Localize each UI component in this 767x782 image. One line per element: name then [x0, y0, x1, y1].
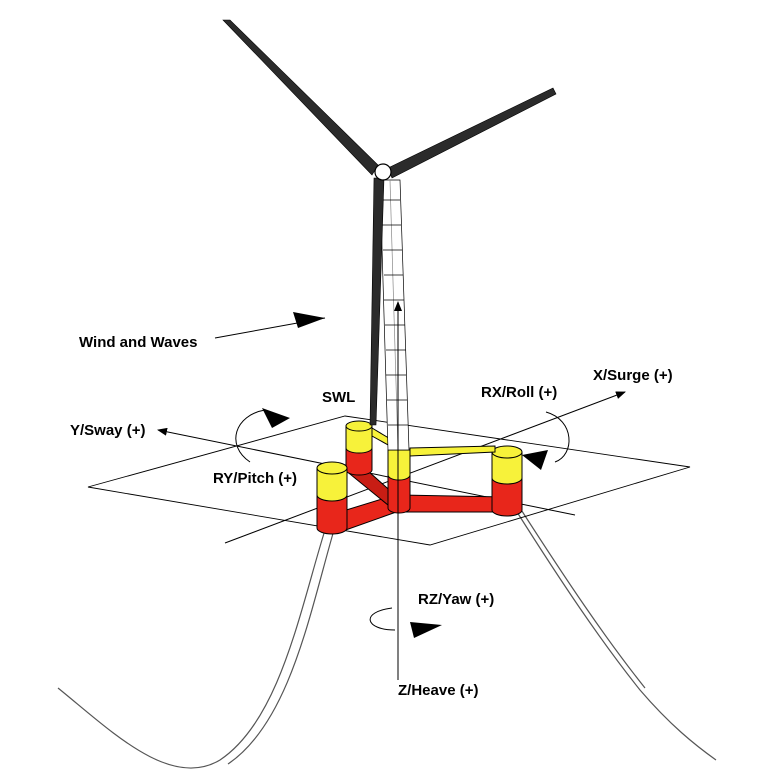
ry-pitch-arc	[235, 409, 266, 463]
ry-pitch-arrowhead	[262, 408, 290, 428]
rz-yaw-arc	[369, 607, 396, 631]
rz-yaw-arrowhead	[410, 622, 442, 638]
column-center-lower	[387, 474, 411, 514]
label-ry-pitch: RY/Pitch (+)	[213, 470, 297, 487]
rotor	[222, 19, 557, 426]
column-right-upper	[491, 451, 523, 485]
label-swl: SWL	[322, 389, 355, 406]
tower	[379, 179, 410, 451]
tower-shell	[379, 179, 410, 451]
column-back-upper	[345, 425, 373, 454]
column-left-upper	[316, 467, 348, 502]
label-wind-waves: Wind and Waves	[79, 334, 198, 351]
label-rz-yaw: RZ/Yaw (+)	[418, 591, 494, 608]
swl-plane	[87, 415, 691, 546]
column-right-lower	[491, 477, 523, 517]
rx-roll-arrowhead	[522, 450, 548, 470]
label-y-sway: Y/Sway (+)	[70, 422, 145, 439]
blade-upper-right	[387, 87, 557, 179]
mooring-line-left	[57, 529, 326, 769]
mooring-lines	[57, 507, 717, 769]
mooring-line-right-inner	[519, 507, 646, 689]
column-back-top	[345, 420, 373, 432]
label-x-surge: X/Surge (+)	[593, 367, 673, 384]
x-surge-axis	[224, 391, 626, 544]
column-right-top	[491, 445, 523, 459]
label-z-heave: Z/Heave (+)	[398, 682, 478, 699]
floating-platform	[316, 420, 523, 535]
rx-roll-arc	[545, 411, 570, 463]
rotor-hub	[374, 163, 392, 181]
column-left-lower	[316, 494, 348, 535]
brace-upper-right	[409, 445, 496, 457]
mooring-line-right	[516, 511, 717, 761]
column-center-upper	[387, 449, 411, 481]
mooring-line-left-inner	[227, 529, 335, 765]
label-rx-roll: RX/Roll (+)	[481, 384, 557, 401]
column-left-top	[316, 461, 348, 475]
blade-upper-left	[222, 19, 379, 176]
blade-lower	[369, 177, 385, 426]
wind-waves-arrowhead	[293, 312, 325, 328]
